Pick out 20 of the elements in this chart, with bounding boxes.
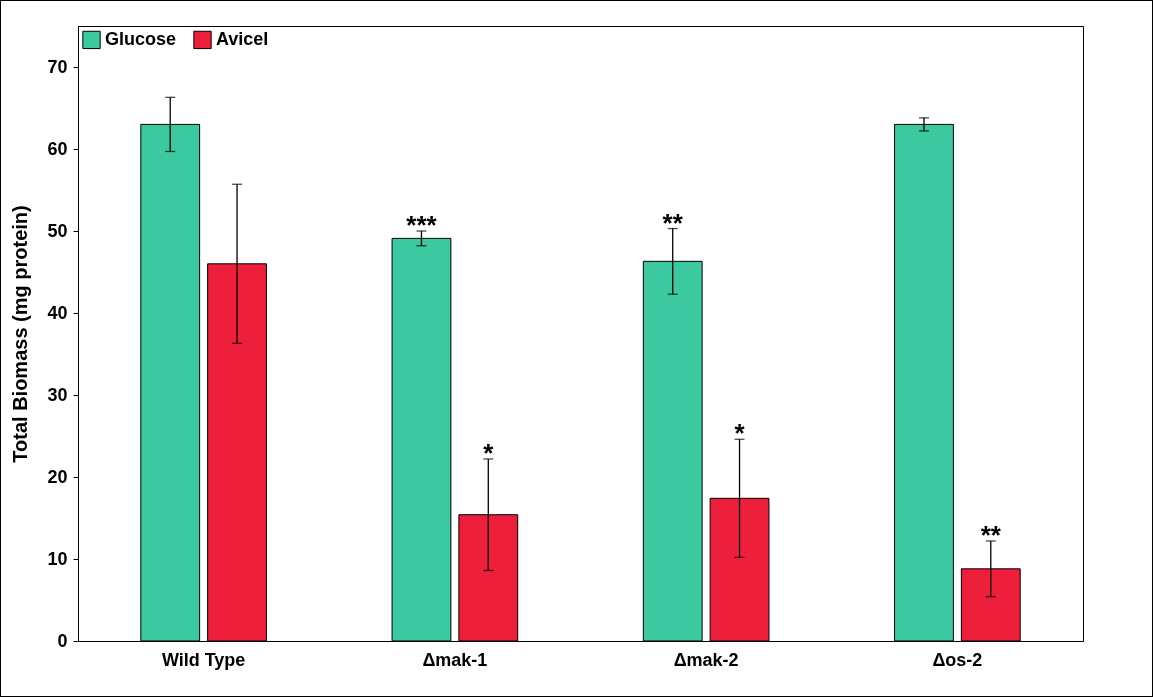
y-tick-label: 20 (47, 466, 68, 487)
data-label: ** (980, 519, 1002, 550)
x-tick-label: Δos-2 (932, 649, 983, 670)
x-tick-label: Δmak-2 (673, 649, 739, 670)
y-tick-label: 40 (47, 302, 68, 323)
data-label: * (483, 437, 495, 468)
y-tick-label: 60 (47, 138, 68, 159)
y-tick-label: 70 (47, 56, 68, 77)
y-tick-label: 10 (47, 548, 68, 569)
data-label: ** (662, 207, 684, 238)
y-tick-label: 30 (47, 384, 68, 405)
data-label: * (734, 418, 746, 449)
y-tick-label: 50 (47, 220, 68, 241)
legend-label: Avicel (216, 28, 269, 49)
x-tick-label: Wild Type (161, 649, 246, 670)
y-axis-title: Total Biomass (mg protein) (9, 205, 32, 463)
x-tick-label: Δmak-1 (422, 649, 488, 670)
legend-label: Glucose (105, 28, 177, 49)
y-tick-label: 0 (57, 630, 68, 651)
data-label: *** (406, 210, 438, 240)
